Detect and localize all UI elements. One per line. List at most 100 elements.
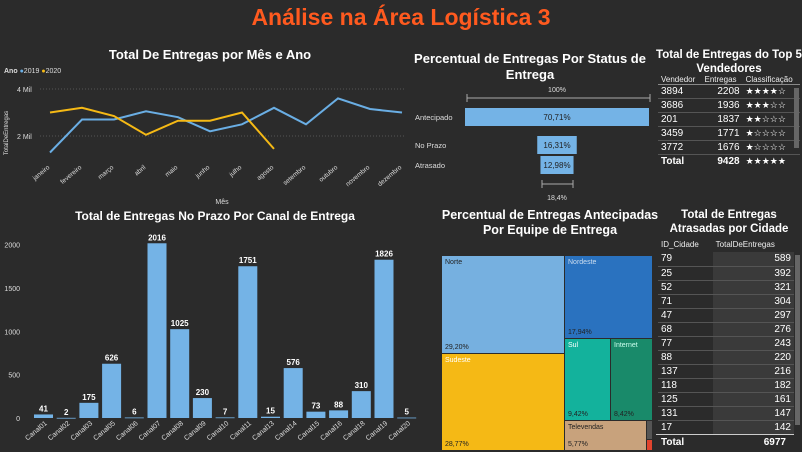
bar-value-label: 230 [196, 388, 210, 397]
funnel-bar[interactable] [465, 108, 649, 126]
legend-2019[interactable]: 2019 [23, 68, 40, 75]
seller-entregas: 1771 [717, 128, 740, 139]
top-sellers-table[interactable]: Vendedor Entregas Classificação 3894 2208… [658, 75, 800, 169]
bar-Canal05[interactable] [102, 363, 122, 418]
bar-Canal15[interactable] [306, 411, 326, 418]
bar-Canal11[interactable] [238, 266, 258, 418]
seller-row[interactable]: 3772 1676 ★☆☆☆☆ [658, 141, 800, 155]
seller-id: 3894 [661, 86, 684, 97]
funnel-bottom-label: 18,4% [547, 195, 567, 202]
city-row[interactable]: 79 589 [658, 252, 794, 266]
city-row[interactable]: 47 297 [658, 308, 794, 322]
city-row[interactable]: 17 142 [658, 420, 794, 434]
bar-Canal02[interactable] [56, 417, 76, 419]
line-chart[interactable]: TotalDeEntregas 4 Mil 2 Mil janeiro fever… [0, 78, 410, 208]
legend-dot-2019-icon: ● [19, 68, 24, 75]
bar-Canal13[interactable] [261, 416, 280, 418]
line-x-tick: junho [194, 164, 212, 180]
bar-chart-title: Total de Entregas No Prazo Por Canal de … [75, 209, 355, 223]
treemap-cell-other-2[interactable] [647, 440, 652, 450]
city-row[interactable]: 131 147 [658, 406, 794, 420]
bar-value-label: 1025 [171, 319, 189, 328]
bar-Canal10[interactable] [215, 417, 235, 419]
line-series-2019[interactable] [49, 97, 403, 154]
bar-x-tick: Canal01 [24, 420, 49, 442]
funnel-category-label: No Prazo [415, 141, 446, 150]
treemap-cell-nordeste[interactable]: Nordeste 17,94% [565, 256, 652, 338]
city-row[interactable]: 25 392 [658, 266, 794, 280]
bar-x-tick: Canal06 [115, 420, 140, 442]
col-id-cidade[interactable]: ID_Cidade [661, 239, 699, 249]
city-total: 276 [712, 322, 794, 336]
funnel-bars-group: 70,71% Antecipado 16,31% No Prazo 12,98% Atra… [415, 108, 649, 174]
col-classificacao[interactable]: Classificação [745, 75, 793, 84]
treemap-cell-other-1[interactable] [647, 421, 652, 439]
city-row[interactable]: 88 220 [658, 350, 794, 364]
funnel-bar[interactable] [540, 156, 574, 174]
line-y-tick-2: 2 Mil [17, 134, 32, 141]
city-row[interactable]: 125 161 [658, 392, 794, 406]
bar-x-tick: Canal10 [206, 420, 231, 442]
bar-Canal18[interactable] [351, 391, 371, 418]
col-total-entregas[interactable]: TotalDeEntregas [715, 239, 775, 249]
bar-Canal09[interactable] [192, 398, 212, 418]
line-x-tick: novembro [345, 164, 372, 188]
city-row[interactable]: 118 182 [658, 378, 794, 392]
bar-y-tick: 0 [16, 416, 20, 423]
treemap[interactable]: Norte 29,20% Sudeste 28,77% Nordeste 17,94%… [442, 256, 652, 450]
seller-id: 3772 [661, 142, 684, 153]
treemap-cell-sul[interactable]: Sul 9,42% [565, 339, 610, 420]
bar-x-tick: Canal03 [70, 420, 95, 442]
seller-row[interactable]: 3686 1936 ★★★☆☆ [658, 99, 800, 113]
line-series-2020[interactable] [49, 106, 275, 150]
line-series-group [49, 97, 403, 154]
city-id: 137 [661, 365, 678, 377]
bar-value-label: 6 [132, 407, 137, 416]
legend-dot-2020-icon: ● [41, 68, 46, 75]
bar-Canal20[interactable] [397, 417, 417, 419]
seller-row[interactable]: 3894 2208 ★★★★☆ [658, 85, 800, 99]
city-scrollbar[interactable] [795, 255, 800, 425]
seller-entregas: 1676 [717, 142, 740, 153]
seller-entregas: 2208 [717, 86, 740, 97]
seller-stars-icon: ★★☆☆☆ [745, 114, 786, 124]
bar-y-tick: 2000 [4, 243, 20, 250]
top-sellers-title: Total de Entregas do Top 5 Vendedores [656, 49, 802, 75]
treemap-cell-televendas[interactable]: Televendas 5,77% [565, 421, 646, 450]
bar-Canal07[interactable] [147, 243, 167, 418]
late-city-table[interactable]: ID_Cidade TotalDeEntregas 79 589 25 392 52 32… [658, 236, 794, 435]
city-total: 216 [712, 364, 794, 378]
city-row[interactable]: 52 321 [658, 280, 794, 294]
seller-row[interactable]: 201 1837 ★★☆☆☆ [658, 113, 800, 127]
bar-Canal16[interactable] [329, 410, 349, 418]
seller-row[interactable]: 3459 1771 ★☆☆☆☆ [658, 127, 800, 141]
bar-Canal14[interactable] [283, 368, 303, 418]
city-row[interactable]: 71 304 [658, 294, 794, 308]
treemap-cell-sudeste[interactable]: Sudeste 28,77% [442, 354, 564, 450]
bar-x-tick: Canal07 [138, 420, 163, 442]
line-x-labels: janeiro fevereiro março abril maio junho julho… [31, 164, 404, 188]
funnel-bar[interactable] [537, 136, 577, 154]
city-total: 297 [712, 308, 794, 322]
line-x-tick: abril [133, 164, 147, 178]
city-id: 68 [661, 323, 673, 335]
bar-Canal06[interactable] [124, 417, 144, 419]
col-vendedor[interactable]: Vendedor [661, 75, 696, 84]
city-row[interactable]: 77 243 [658, 336, 794, 350]
bar-chart[interactable]: 0 500 1000 1500 2000 41 Canal01 2 Canal02 175 Can… [0, 228, 432, 452]
treemap-cell-internet[interactable]: Internet 8,42% [611, 339, 652, 420]
funnel-chart[interactable]: 100% 70,71% Antecipado 16,31% No Prazo 12,98… [405, 82, 655, 204]
bar-Canal01[interactable] [34, 414, 53, 418]
treemap-cell-norte[interactable]: Norte 29,20% [442, 256, 564, 353]
city-row[interactable]: 137 216 [658, 364, 794, 378]
legend-2020[interactable]: 2020 [45, 68, 62, 75]
sellers-scrollbar[interactable] [794, 88, 799, 148]
bar-Canal08[interactable] [170, 329, 190, 418]
bar-Canal19[interactable] [374, 259, 394, 418]
bar-value-label: 5 [404, 408, 409, 417]
bar-Canal03[interactable] [79, 402, 99, 418]
city-total: 392 [712, 266, 794, 280]
city-row[interactable]: 68 276 [658, 322, 794, 336]
funnel-category-label: Antecipado [415, 113, 453, 122]
col-entregas[interactable]: Entregas [704, 75, 737, 84]
